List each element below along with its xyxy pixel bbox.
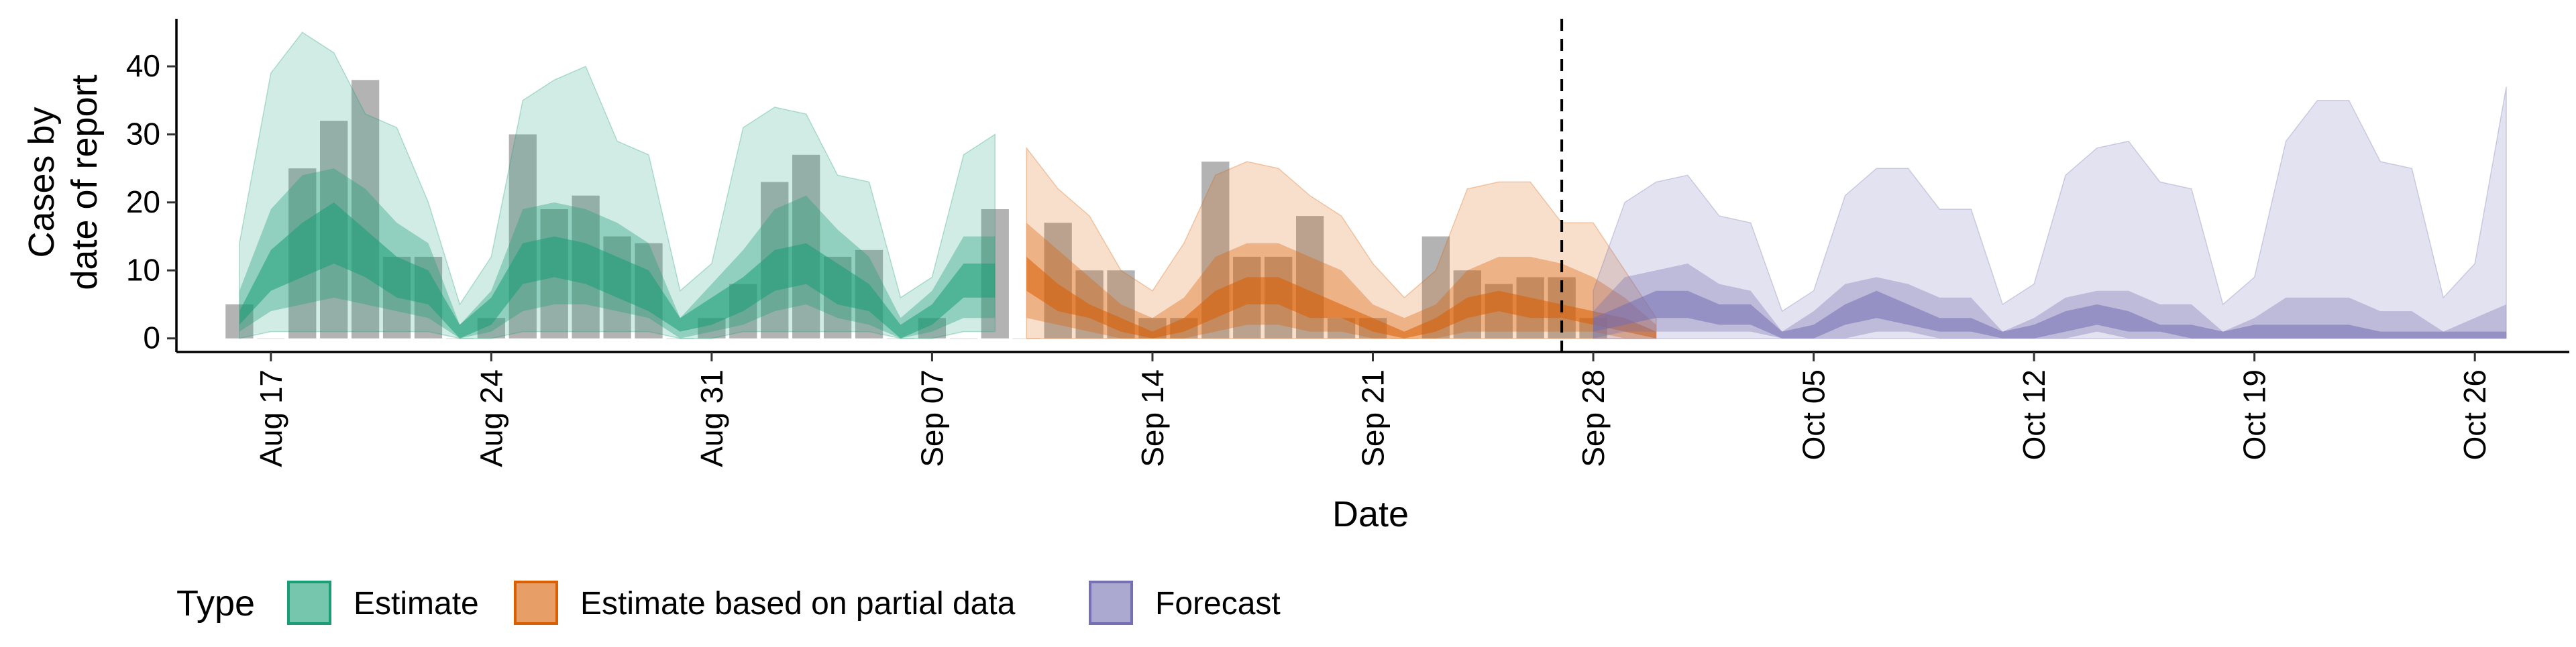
x-tick-label: Oct 26 <box>2457 369 2492 461</box>
y-tick-label: 30 <box>126 116 160 151</box>
x-tick-label: Sep 21 <box>1356 369 1391 467</box>
x-tick-label: Oct 12 <box>2017 369 2051 461</box>
y-tick-label: 0 <box>143 320 160 355</box>
y-axis-title: Cases bydate of report <box>21 74 105 290</box>
x-tick-label: Oct 05 <box>1796 369 1831 461</box>
legend-key <box>287 581 331 625</box>
y-tick-label: 10 <box>126 252 160 287</box>
observed-bar <box>508 134 537 339</box>
legend-label: Estimate based on partial data <box>580 586 1016 622</box>
observed-bar <box>351 80 380 339</box>
legend-title: Type <box>176 583 255 624</box>
axes-layer: 0 10 20 30 40 Aug 17 Aug 24 Aug 31 Sep 07 Sep 14 S… <box>21 19 2569 534</box>
series-estimate-based-on-partial-data <box>1026 146 1657 339</box>
band-mid-forecast <box>1593 263 2507 339</box>
legend-key <box>1089 581 1133 625</box>
y-tick-label: 40 <box>126 48 160 83</box>
legend: Type Estimate Estimate based on partial da… <box>176 581 1281 625</box>
series-estimate <box>239 32 996 339</box>
legend-label: Forecast <box>1155 586 1281 622</box>
legend-key <box>514 581 558 625</box>
band-inner-estimate <box>239 202 996 339</box>
legend-item-forecast: Forecast <box>1089 581 1281 625</box>
x-tick-label: Sep 28 <box>1576 369 1611 467</box>
x-tick-label: Sep 14 <box>1135 369 1170 467</box>
x-axis-title: Date <box>1332 494 1409 534</box>
x-tick-label: Aug 24 <box>474 369 508 467</box>
bands-layer <box>239 32 2507 339</box>
band-inner-forecast <box>1593 290 2507 339</box>
x-tick-label: Aug 31 <box>694 369 729 467</box>
x-tick-label: Aug 17 <box>254 369 288 467</box>
legend-item-estimate-based-on-partial-data: Estimate based on partial data <box>514 581 1016 625</box>
x-tick-label: Sep 07 <box>914 369 949 467</box>
x-tick-label: Oct 19 <box>2237 369 2272 461</box>
series-forecast <box>1593 86 2507 339</box>
legend-item-estimate: Estimate <box>287 581 479 625</box>
legend-label: Estimate <box>354 586 479 622</box>
y-tick-label: 20 <box>126 184 160 219</box>
